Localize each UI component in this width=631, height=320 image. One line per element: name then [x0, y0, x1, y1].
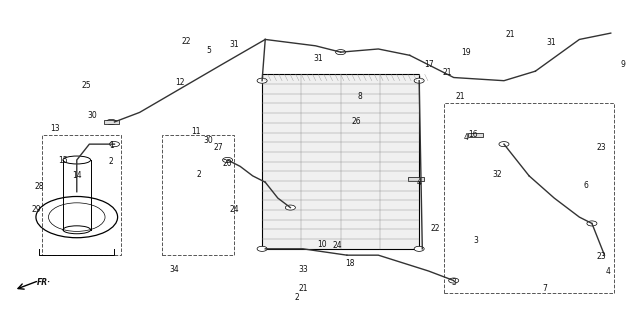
Text: 21: 21 — [443, 68, 452, 77]
Text: 3: 3 — [473, 236, 478, 245]
Text: 22: 22 — [430, 224, 440, 233]
Text: 20: 20 — [223, 159, 232, 168]
Text: 7: 7 — [543, 284, 547, 293]
Circle shape — [336, 50, 346, 55]
Circle shape — [109, 142, 119, 147]
Text: 4: 4 — [464, 133, 469, 142]
Circle shape — [414, 78, 424, 83]
Text: 19: 19 — [461, 48, 471, 57]
Text: 32: 32 — [493, 170, 502, 179]
Circle shape — [449, 278, 459, 283]
Bar — [444, 103, 614, 293]
Text: 4: 4 — [605, 267, 610, 276]
Text: 21: 21 — [455, 92, 465, 101]
Bar — [408, 177, 423, 181]
Text: 24: 24 — [333, 241, 342, 250]
Text: 23: 23 — [596, 143, 606, 152]
Text: 18: 18 — [345, 259, 355, 268]
Text: 30: 30 — [88, 111, 97, 120]
Circle shape — [414, 246, 424, 252]
Circle shape — [257, 246, 267, 252]
Circle shape — [257, 78, 267, 83]
Circle shape — [587, 221, 597, 226]
Text: 11: 11 — [191, 127, 201, 136]
Circle shape — [223, 157, 233, 163]
Text: 14: 14 — [72, 172, 81, 180]
Text: 25: 25 — [81, 81, 91, 90]
Text: 28: 28 — [34, 182, 44, 191]
Text: 30: 30 — [204, 136, 213, 146]
Bar — [468, 133, 483, 137]
Text: 2: 2 — [294, 293, 299, 302]
Text: 27: 27 — [213, 143, 223, 152]
Text: 21: 21 — [298, 284, 308, 293]
Text: 4: 4 — [416, 178, 422, 187]
Text: 5: 5 — [206, 46, 211, 55]
Circle shape — [285, 205, 295, 210]
Bar — [103, 120, 119, 124]
Text: 2: 2 — [109, 157, 114, 166]
Text: 31: 31 — [229, 40, 239, 49]
Text: 16: 16 — [468, 130, 478, 139]
Text: 33: 33 — [298, 265, 308, 274]
Text: 15: 15 — [58, 156, 68, 164]
Text: 29: 29 — [31, 205, 41, 214]
Circle shape — [106, 119, 116, 124]
Text: 1: 1 — [109, 141, 114, 150]
Text: 8: 8 — [357, 92, 362, 101]
Bar — [42, 135, 121, 255]
Text: 26: 26 — [351, 117, 361, 126]
Text: 9: 9 — [621, 60, 626, 69]
Text: 34: 34 — [169, 265, 179, 274]
Text: FR·: FR· — [37, 278, 51, 287]
Text: 22: 22 — [182, 36, 191, 45]
Text: 2: 2 — [197, 170, 202, 179]
Text: 31: 31 — [314, 54, 324, 63]
Text: 24: 24 — [229, 205, 239, 214]
Bar — [262, 74, 419, 249]
Text: 12: 12 — [175, 78, 185, 87]
Text: 17: 17 — [424, 60, 433, 69]
Text: 10: 10 — [317, 240, 327, 249]
Text: 21: 21 — [505, 30, 515, 39]
Circle shape — [499, 142, 509, 147]
Text: 13: 13 — [50, 124, 59, 133]
Bar — [162, 135, 234, 255]
Text: 3: 3 — [451, 278, 456, 287]
Text: 31: 31 — [546, 38, 556, 47]
Text: 6: 6 — [583, 181, 588, 190]
Text: 23: 23 — [596, 252, 606, 261]
